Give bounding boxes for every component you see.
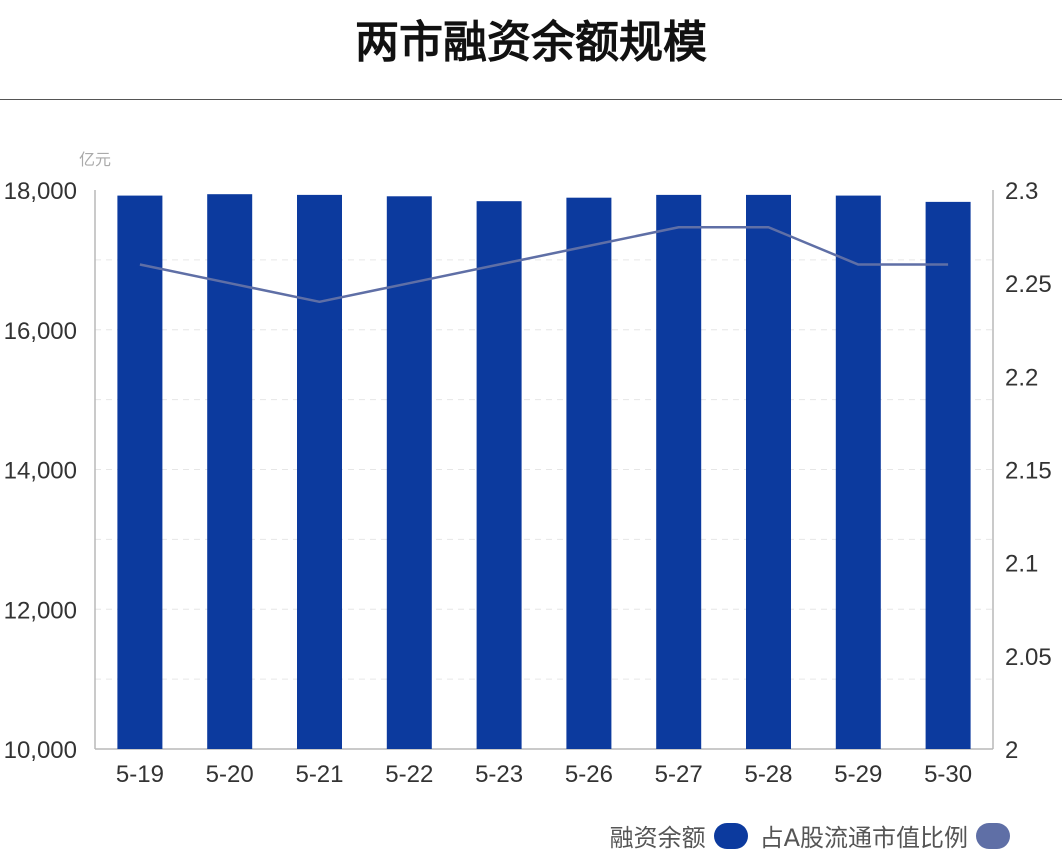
title-divider [0,99,1062,100]
x-tick-label: 5-20 [206,761,254,788]
left-tick-label: 16,000 [4,318,77,345]
x-tick-label: 5-28 [744,761,792,788]
legend-item-ratio: 占A股流通市值比例 [760,818,1010,853]
bar-5-23 [476,201,522,749]
bar-5-21 [297,194,342,750]
x-tick-label: 5-22 [385,761,433,788]
bar-5-22 [386,196,432,749]
right-tick-label: 2.1 [1005,551,1038,578]
x-tick-label: 5-23 [475,761,523,788]
bar-5-29 [835,195,881,750]
x-tick-label: 5-21 [295,761,343,788]
left-axis-unit-label: 亿元 [79,151,111,169]
bar-5-30 [925,201,971,749]
bar-5-26 [566,197,612,749]
bar-5-19 [117,195,163,750]
x-tick-label: 5-19 [116,761,164,788]
legend-label-ratio: 占A股流通市值比例 [759,824,968,852]
chart-title: 两市融资余额规模 [355,17,707,68]
left-tick-label: 18,000 [4,178,77,205]
legend: 融资余额 占A股流通市值比例 [610,818,1010,853]
x-tick-label: 5-27 [655,761,703,788]
x-tick-label: 5-29 [834,761,882,788]
legend-label-balance: 融资余额 [609,824,706,852]
legend-swatch-ratio [976,822,1010,849]
right-tick-label: 2 [1005,737,1018,764]
x-tick-label: 5-30 [924,761,972,788]
right-tick-label: 2.3 [1005,178,1038,205]
left-tick-label: 10,000 [4,737,77,764]
x-tick-label: 5-26 [565,761,613,788]
left-tick-label: 12,000 [4,597,77,624]
bar-5-27 [656,194,702,750]
bar-5-28 [746,194,791,750]
right-tick-label: 2.15 [1005,458,1052,485]
right-tick-label: 2.2 [1005,364,1038,391]
right-tick-label: 2.25 [1005,271,1052,298]
right-tick-label: 2.05 [1005,644,1052,671]
left-tick-label: 14,000 [4,458,77,485]
legend-swatch-balance [713,822,748,849]
legend-item-balance: 融资余额 [610,818,748,853]
ratio-line [139,226,949,304]
bar-5-20 [207,194,253,749]
